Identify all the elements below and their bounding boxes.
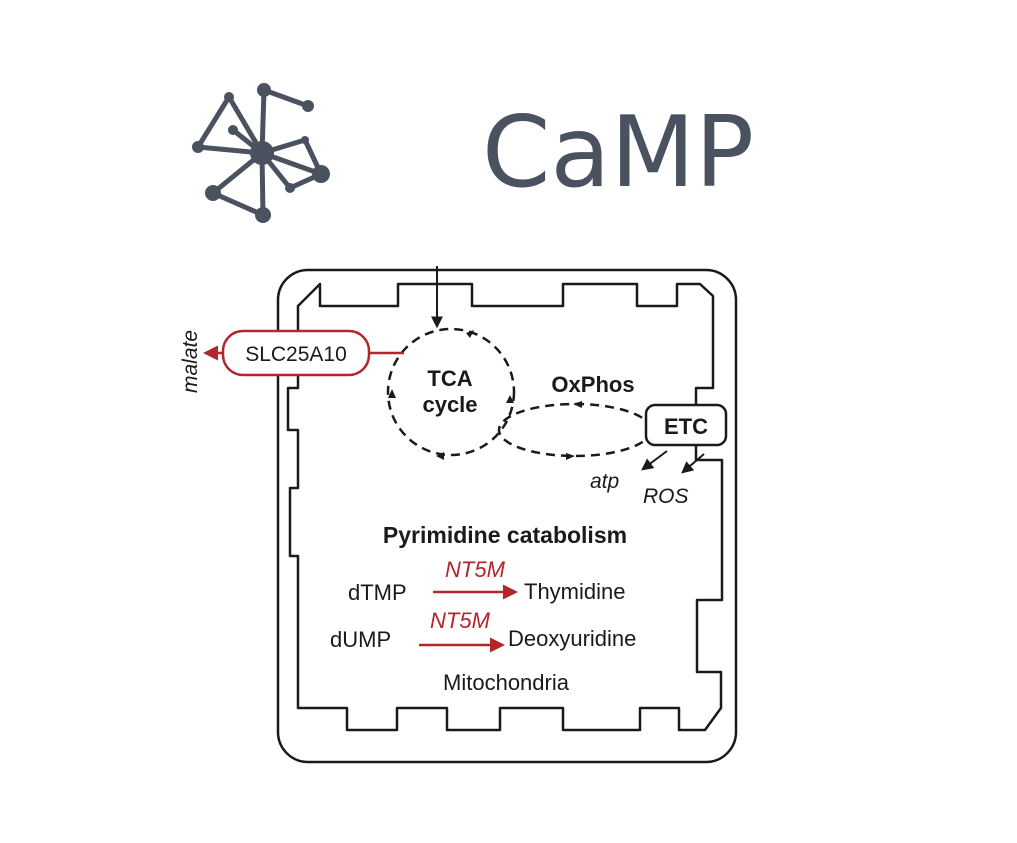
pathway-title: Pyrimidine catabolism (383, 522, 627, 548)
ros-label: ROS (643, 485, 689, 508)
slc25a10-label: SLC25A10 (245, 343, 347, 366)
reaction-product: Deoxyuridine (508, 626, 636, 651)
reaction-enzyme: NT5M (445, 557, 506, 582)
reaction-enzyme: NT5M (430, 608, 491, 633)
reaction-substrate: dUMP (330, 627, 391, 652)
reaction-substrate: dTMP (348, 580, 407, 605)
ros-arrow (681, 453, 705, 474)
tca-cycle-arrowhead (388, 389, 396, 398)
tca-cycle-arrowhead (466, 330, 474, 338)
tca-cycle-arrowhead (436, 452, 444, 460)
inner-membrane-cristae (286, 282, 724, 732)
organelle-label: Mitochondria (443, 670, 570, 695)
oxphos-arrowhead (573, 401, 582, 408)
network-node-icon (192, 83, 330, 223)
cycle-label: cycle (422, 392, 477, 417)
atp-label: atp (590, 470, 619, 493)
outer-membrane (276, 268, 738, 764)
oxphos-loop (497, 402, 653, 458)
etc-label: ETC (664, 414, 708, 439)
tca-label: TCA (427, 366, 472, 391)
oxphos-label: OxPhos (551, 372, 634, 397)
malate-label: malate (179, 330, 202, 393)
etc-box (644, 403, 728, 447)
tca-cycle-circle (386, 327, 516, 457)
oxphos-arrowhead (566, 453, 575, 460)
reaction-product: Thymidine (524, 579, 625, 604)
brand-name: CaMP (482, 96, 754, 210)
tca-cycle-arrowhead (506, 395, 514, 403)
atp-arrow (641, 450, 668, 471)
